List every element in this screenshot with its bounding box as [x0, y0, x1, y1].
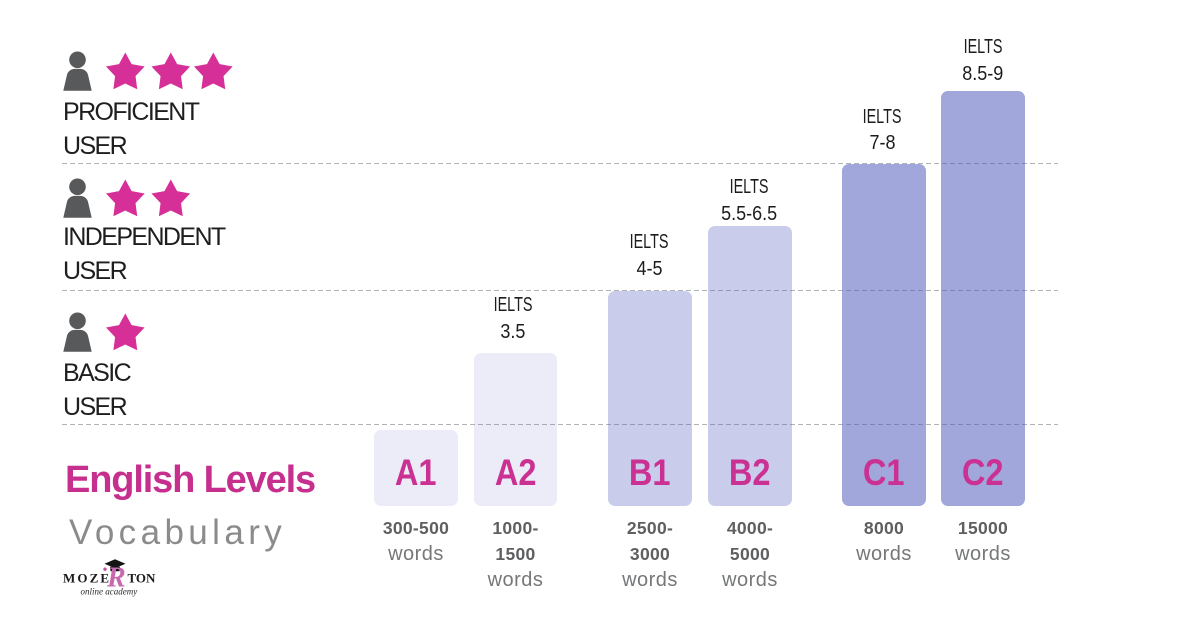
svg-text:MOZE: MOZE [63, 571, 111, 586]
svg-text:TON: TON [128, 571, 157, 586]
svg-text:online academy: online academy [81, 587, 138, 597]
svg-text:R: R [106, 563, 126, 594]
